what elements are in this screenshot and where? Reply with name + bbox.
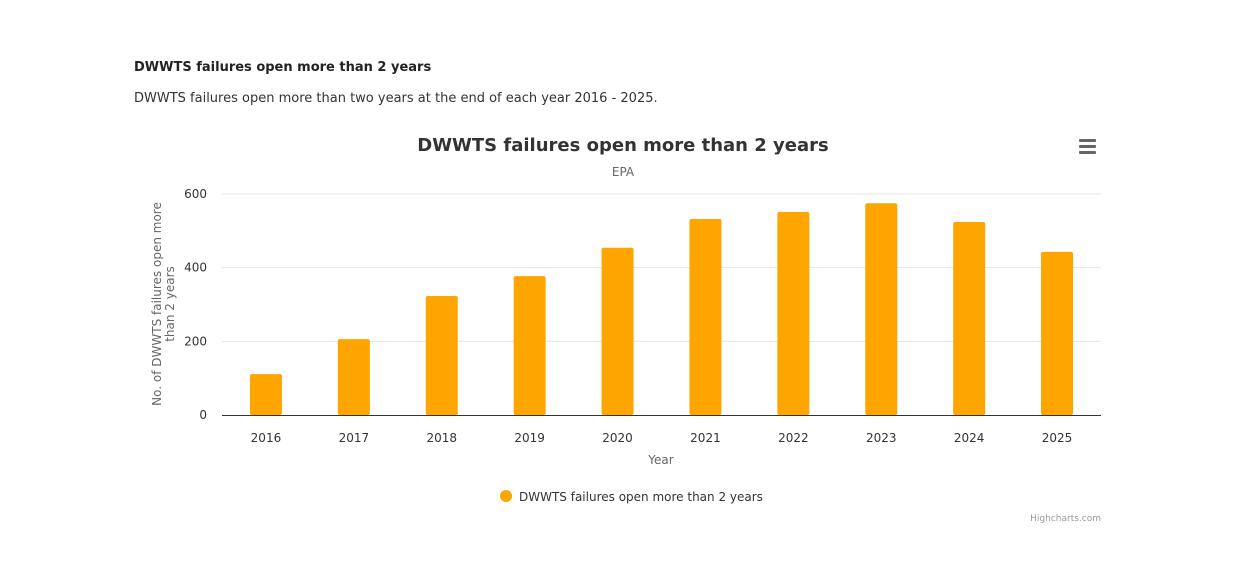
intro-description: DWWTS failures open more than two years … bbox=[134, 91, 658, 106]
chart-subtitle: EPA bbox=[612, 165, 635, 179]
x-tick-label: 2023 bbox=[866, 431, 897, 445]
bar-2018[interactable] bbox=[425, 296, 458, 415]
intro-heading: DWWTS failures open more than 2 years bbox=[134, 60, 432, 75]
bar-2025[interactable] bbox=[1041, 251, 1074, 415]
y-tick-label: 600 bbox=[184, 187, 207, 201]
x-tick-label: 2022 bbox=[778, 431, 809, 445]
x-tick-label: 2016 bbox=[251, 431, 282, 445]
credits-link[interactable]: Highcharts.com bbox=[1030, 514, 1101, 524]
intro-section: DWWTS failures open more than 2 years DW… bbox=[134, 60, 658, 106]
legend-marker bbox=[500, 490, 512, 502]
x-axis-title: Year bbox=[647, 453, 673, 467]
bar-2021[interactable] bbox=[689, 219, 722, 415]
bar-2016[interactable] bbox=[249, 374, 282, 415]
hamburger-menu-icon[interactable] bbox=[1076, 136, 1100, 156]
bars[interactable] bbox=[249, 203, 1074, 415]
bar-2022[interactable] bbox=[777, 212, 810, 415]
x-tick-label: 2018 bbox=[426, 431, 457, 445]
x-tick-label: 2017 bbox=[339, 431, 370, 445]
x-tick-label: 2020 bbox=[602, 431, 633, 445]
bar-2017[interactable] bbox=[337, 339, 370, 415]
x-axis: 2016 2017 2018 2019 2020 2021 2022 2023 2024 2025 bbox=[222, 415, 1101, 445]
y-axis-title-line: No. of DWWTS failures open more bbox=[150, 202, 164, 406]
y-tick-label: 400 bbox=[184, 261, 207, 275]
y-tick-label: 0 bbox=[199, 408, 207, 422]
legend[interactable]: DWWTS failures open more than 2 years bbox=[500, 490, 763, 504]
x-tick-label: 2019 bbox=[514, 431, 545, 445]
x-tick-label: 2024 bbox=[954, 431, 985, 445]
legend-label[interactable]: DWWTS failures open more than 2 years bbox=[519, 490, 763, 504]
bar-2023[interactable] bbox=[865, 203, 898, 415]
y-axis-title: No. of DWWTS failures open morethan 2 ye… bbox=[150, 202, 177, 406]
chart-title: DWWTS failures open more than 2 years bbox=[417, 135, 829, 156]
y-axis-title-line: than 2 years bbox=[163, 266, 177, 342]
bar-2019[interactable] bbox=[513, 276, 546, 415]
x-tick-label: 2021 bbox=[690, 431, 721, 445]
y-tick-label: 200 bbox=[184, 334, 207, 348]
bar-2024[interactable] bbox=[953, 221, 986, 415]
x-tick-label: 2025 bbox=[1042, 431, 1073, 445]
bar-2020[interactable] bbox=[601, 247, 634, 415]
y-axis: 0 200 400 600 bbox=[184, 187, 207, 422]
